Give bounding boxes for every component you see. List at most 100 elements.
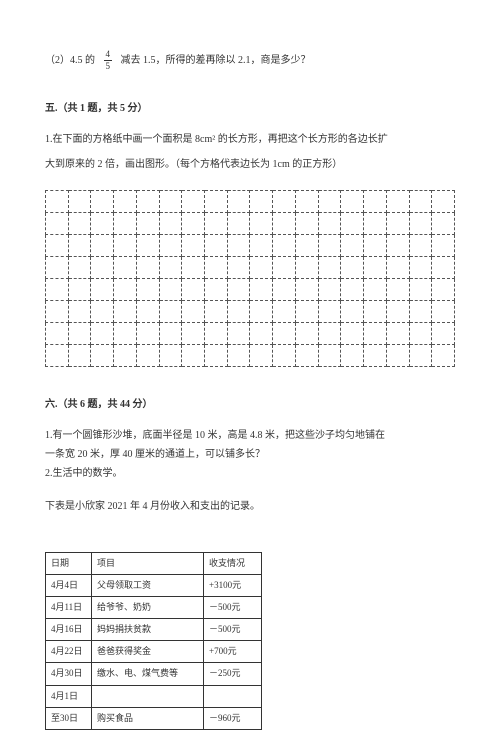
grid-cell [409, 257, 432, 279]
grid-cell [386, 213, 409, 235]
grid-cell [386, 345, 409, 367]
grid-cell [205, 345, 228, 367]
grid-cell [91, 323, 114, 345]
grid-cell [136, 191, 159, 213]
grid-cell [295, 323, 318, 345]
grid-row [46, 213, 455, 235]
grid-cell [250, 323, 273, 345]
grid-cell [364, 191, 387, 213]
cell-amount: +3100元 [204, 575, 262, 597]
grid-cell [136, 213, 159, 235]
q2-prefix: （2）4.5 的 [45, 55, 95, 66]
section-6-intro: 下表是小欣家 2021 年 4 月份收入和支出的记录。 [45, 497, 455, 516]
cell-date: 4月1日 [46, 685, 92, 707]
grid-cell [386, 257, 409, 279]
grid-cell [91, 279, 114, 301]
grid-cell [409, 323, 432, 345]
grid-cell [68, 191, 91, 213]
header-item: 项目 [92, 553, 204, 575]
grid-cell [205, 191, 228, 213]
fraction-4-5: 4 5 [104, 50, 113, 71]
grid-cell [46, 301, 69, 323]
question-2: （2）4.5 的 4 5 减去 1.5，所得的差再除以 2.1，商是多少？ [45, 50, 455, 71]
grid-cell [136, 235, 159, 257]
grid-cell [273, 323, 296, 345]
grid-cell [341, 345, 364, 367]
grid-cell [318, 345, 341, 367]
grid-cell [159, 257, 182, 279]
grid-cell [341, 279, 364, 301]
grid-row [46, 279, 455, 301]
grid-cell [227, 279, 250, 301]
grid-cell [91, 213, 114, 235]
grid-cell [227, 213, 250, 235]
grid-cell [432, 191, 455, 213]
grid-cell [273, 213, 296, 235]
grid-cell [68, 279, 91, 301]
grid-cell [182, 301, 205, 323]
grid-cell [182, 213, 205, 235]
grid-cell [227, 257, 250, 279]
grid-cell [159, 279, 182, 301]
grid-cell [364, 213, 387, 235]
grid-cell [136, 279, 159, 301]
grid-cell [46, 213, 69, 235]
grid-cell [114, 213, 137, 235]
header-date: 日期 [46, 553, 92, 575]
grid-cell [114, 345, 137, 367]
grid-cell [341, 301, 364, 323]
grid-cell [91, 257, 114, 279]
cell-item: 妈妈捐扶贫款 [92, 619, 204, 641]
grid-cell [364, 301, 387, 323]
income-expense-table: 日期 项目 收支情况 4月4日父母领取工资+3100元4月11日给爷爷、奶奶－5… [45, 552, 262, 730]
table-row: 4月30日缴水、电、煤气费等－250元 [46, 663, 262, 685]
grid-cell [68, 257, 91, 279]
grid-cell [136, 345, 159, 367]
grid-cell [46, 257, 69, 279]
table-row: 4月16日妈妈捐扶贫款－500元 [46, 619, 262, 641]
grid-cell [159, 191, 182, 213]
section-5-line2: 大到原来的 2 倍，画出图形。（每个方格代表边长为 1cm 的正方形） [45, 155, 455, 174]
cell-date: 4月22日 [46, 641, 92, 663]
grid-cell [46, 279, 69, 301]
cell-amount: －500元 [204, 597, 262, 619]
section-6-q2: 2.生活中的数学。 [45, 464, 455, 483]
cell-amount: －960元 [204, 707, 262, 729]
grid-cell [341, 235, 364, 257]
grid-cell [318, 257, 341, 279]
grid-cell [68, 345, 91, 367]
grid-cell [386, 301, 409, 323]
grid-cell [364, 235, 387, 257]
grid-row [46, 191, 455, 213]
grid-cell [68, 235, 91, 257]
grid-row [46, 345, 455, 367]
grid-cell [273, 235, 296, 257]
grid-cell [341, 323, 364, 345]
grid-cell [250, 301, 273, 323]
cell-amount: －500元 [204, 619, 262, 641]
table-header-row: 日期 项目 收支情况 [46, 553, 262, 575]
grid-cell [318, 323, 341, 345]
grid-row [46, 235, 455, 257]
section-6-heading: 六.（共 6 题，共 44 分） [45, 395, 455, 414]
grid-cell [68, 301, 91, 323]
grid-cell [205, 213, 228, 235]
cell-item: 父母领取工资 [92, 575, 204, 597]
grid-cell [318, 279, 341, 301]
grid-cell [341, 257, 364, 279]
grid-cell [295, 235, 318, 257]
grid-cell [46, 191, 69, 213]
grid-cell [364, 279, 387, 301]
grid-cell [432, 279, 455, 301]
cell-item: 爸爸获得奖金 [92, 641, 204, 663]
grid-cell [136, 301, 159, 323]
grid-cell [273, 257, 296, 279]
fraction-denominator: 5 [104, 61, 113, 71]
grid-cell [409, 191, 432, 213]
grid-table [45, 190, 455, 367]
grid-cell [432, 301, 455, 323]
table-row: 4月1日 [46, 685, 262, 707]
grid-cell [295, 213, 318, 235]
cell-date: 4月4日 [46, 575, 92, 597]
grid-cell [182, 191, 205, 213]
